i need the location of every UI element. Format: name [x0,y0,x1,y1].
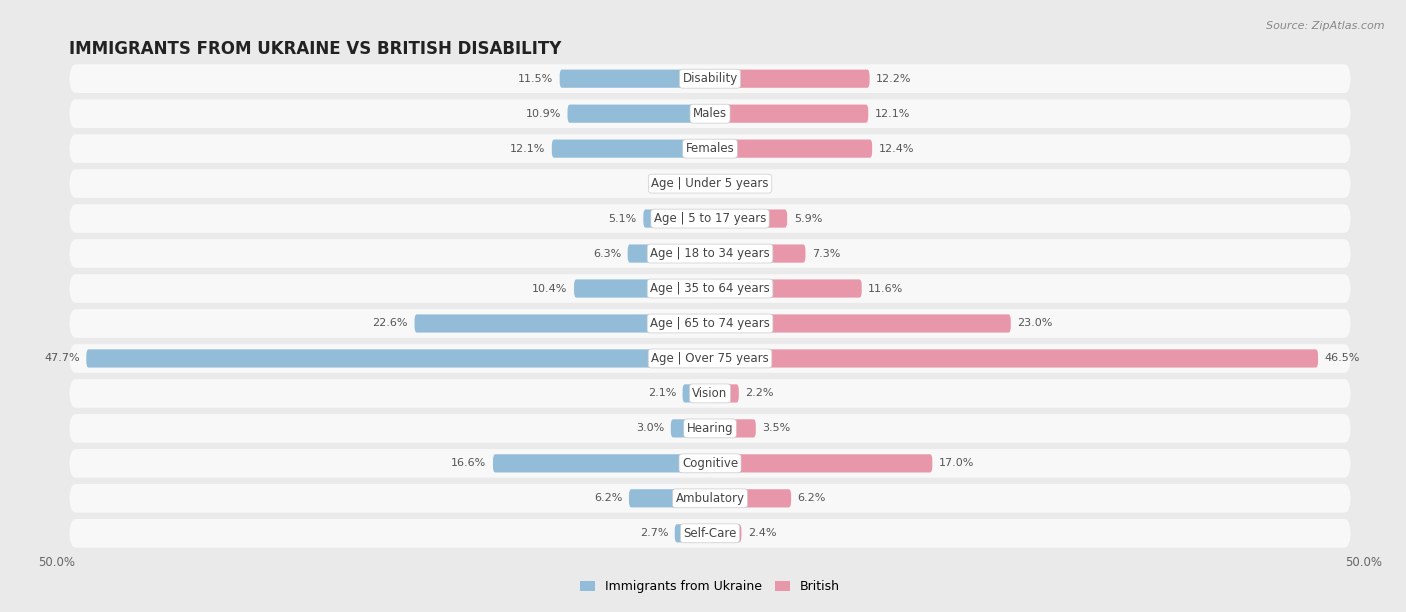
Text: 10.4%: 10.4% [531,283,568,294]
Text: 10.9%: 10.9% [526,109,561,119]
FancyBboxPatch shape [494,454,710,472]
FancyBboxPatch shape [710,105,869,123]
Text: Disability: Disability [682,72,738,85]
FancyBboxPatch shape [69,414,1351,442]
Text: 47.7%: 47.7% [44,354,80,364]
Text: 6.2%: 6.2% [595,493,623,503]
FancyBboxPatch shape [628,489,710,507]
FancyBboxPatch shape [710,209,787,228]
Text: Age | Under 5 years: Age | Under 5 years [651,177,769,190]
FancyBboxPatch shape [415,315,710,332]
FancyBboxPatch shape [69,239,1351,268]
Text: 1.0%: 1.0% [662,179,690,188]
FancyBboxPatch shape [710,349,1317,368]
FancyBboxPatch shape [644,209,710,228]
FancyBboxPatch shape [697,174,710,193]
Text: 1.5%: 1.5% [737,179,765,188]
Text: 3.5%: 3.5% [762,424,790,433]
FancyBboxPatch shape [560,70,710,88]
Text: 2.2%: 2.2% [745,389,773,398]
FancyBboxPatch shape [675,524,710,542]
Text: Age | 35 to 64 years: Age | 35 to 64 years [650,282,770,295]
Text: 2.1%: 2.1% [648,389,676,398]
Text: Ambulatory: Ambulatory [675,492,745,505]
Text: Males: Males [693,107,727,120]
Text: 11.5%: 11.5% [517,73,553,84]
Text: Vision: Vision [692,387,728,400]
Text: 6.3%: 6.3% [593,248,621,258]
Text: 5.1%: 5.1% [609,214,637,223]
FancyBboxPatch shape [69,519,1351,548]
FancyBboxPatch shape [69,134,1351,163]
Text: 46.5%: 46.5% [1324,354,1360,364]
Text: Age | 65 to 74 years: Age | 65 to 74 years [650,317,770,330]
FancyBboxPatch shape [710,489,792,507]
Text: 22.6%: 22.6% [373,318,408,329]
FancyBboxPatch shape [710,280,862,297]
Text: Hearing: Hearing [686,422,734,435]
FancyBboxPatch shape [710,524,741,542]
Legend: Immigrants from Ukraine, British: Immigrants from Ukraine, British [575,575,845,599]
Text: Age | 5 to 17 years: Age | 5 to 17 years [654,212,766,225]
Text: 23.0%: 23.0% [1018,318,1053,329]
FancyBboxPatch shape [69,64,1351,93]
FancyBboxPatch shape [69,379,1351,408]
Text: 2.7%: 2.7% [640,528,668,539]
Text: Age | Over 75 years: Age | Over 75 years [651,352,769,365]
FancyBboxPatch shape [710,244,806,263]
Text: Cognitive: Cognitive [682,457,738,470]
FancyBboxPatch shape [69,344,1351,373]
FancyBboxPatch shape [69,204,1351,233]
Text: 16.6%: 16.6% [451,458,486,468]
FancyBboxPatch shape [568,105,710,123]
FancyBboxPatch shape [627,244,710,263]
FancyBboxPatch shape [551,140,710,158]
FancyBboxPatch shape [710,454,932,472]
Text: 2.4%: 2.4% [748,528,776,539]
FancyBboxPatch shape [69,99,1351,128]
FancyBboxPatch shape [69,274,1351,303]
Text: 12.4%: 12.4% [879,144,914,154]
Text: 12.2%: 12.2% [876,73,911,84]
FancyBboxPatch shape [86,349,710,368]
FancyBboxPatch shape [682,384,710,403]
Text: 17.0%: 17.0% [939,458,974,468]
Text: Self-Care: Self-Care [683,527,737,540]
FancyBboxPatch shape [69,449,1351,478]
Text: 5.9%: 5.9% [794,214,823,223]
Text: Age | 18 to 34 years: Age | 18 to 34 years [650,247,770,260]
FancyBboxPatch shape [574,280,710,297]
FancyBboxPatch shape [710,419,756,438]
Text: 11.6%: 11.6% [869,283,904,294]
Text: 6.2%: 6.2% [797,493,825,503]
FancyBboxPatch shape [710,174,730,193]
FancyBboxPatch shape [710,140,872,158]
FancyBboxPatch shape [671,419,710,438]
FancyBboxPatch shape [69,484,1351,513]
Text: Females: Females [686,142,734,155]
FancyBboxPatch shape [710,384,738,403]
FancyBboxPatch shape [710,70,869,88]
Text: 12.1%: 12.1% [510,144,546,154]
Text: 7.3%: 7.3% [813,248,841,258]
Text: 3.0%: 3.0% [636,424,664,433]
Text: IMMIGRANTS FROM UKRAINE VS BRITISH DISABILITY: IMMIGRANTS FROM UKRAINE VS BRITISH DISAB… [69,40,561,58]
Text: Source: ZipAtlas.com: Source: ZipAtlas.com [1267,21,1385,31]
FancyBboxPatch shape [69,170,1351,198]
FancyBboxPatch shape [710,315,1011,332]
Text: 12.1%: 12.1% [875,109,910,119]
FancyBboxPatch shape [69,309,1351,338]
